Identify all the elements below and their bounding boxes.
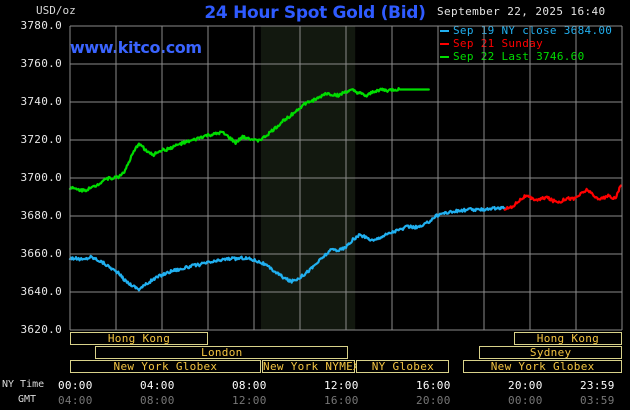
legend-swatch-blue bbox=[440, 29, 449, 32]
legend-item-sep22: Sep 22 Last 3746.60 bbox=[440, 50, 612, 63]
y-tick-3740-0: 3740.0 bbox=[20, 95, 62, 108]
y-axis-unit-label: USD/oz bbox=[36, 4, 76, 17]
x-tick-gmt-0000: 00:00 bbox=[508, 394, 543, 407]
x-tick-ny-1600: 16:00 bbox=[416, 379, 451, 392]
y-tick-3780-0: 3780.0 bbox=[20, 19, 62, 32]
price-line-sep-22-last bbox=[68, 87, 430, 193]
ny-time-axis-label: NY Time bbox=[2, 379, 45, 390]
session-bar-hong-kong: Hong Kong bbox=[70, 332, 208, 345]
session-bar-london: London bbox=[95, 346, 349, 359]
legend-item-sep21: Sep 21 Sunday bbox=[440, 37, 612, 50]
legend-item-sep19: Sep 19 NY close 3684.00 bbox=[440, 24, 612, 37]
legend-label-sep22: Sep 22 Last 3746.60 bbox=[453, 50, 585, 63]
y-tick-3700-0: 3700.0 bbox=[20, 171, 62, 184]
legend-swatch-red bbox=[440, 42, 449, 45]
x-tick-gmt-1600: 16:00 bbox=[324, 394, 359, 407]
x-tick-ny-1200: 12:00 bbox=[324, 379, 359, 392]
timestamp-label: September 22, 2025 16:40 bbox=[437, 5, 606, 18]
session-bar-new-york-nymex: New York NYMEX bbox=[262, 360, 360, 373]
y-tick-3660-0: 3660.0 bbox=[20, 247, 62, 260]
gmt-axis-label: GMT bbox=[18, 394, 37, 405]
page-title: 24 Hour Spot Gold (Bid) bbox=[204, 3, 426, 23]
session-bar-label: London bbox=[201, 346, 243, 359]
session-bar-new-york-globex: New York Globex bbox=[70, 360, 261, 373]
y-tick-3640-0: 3640.0 bbox=[20, 285, 62, 298]
session-bar-new-york-globex: New York Globex bbox=[463, 360, 622, 373]
session-bar-label: Hong Kong bbox=[536, 332, 600, 345]
legend-label-sep19: Sep 19 NY close 3684.00 bbox=[453, 24, 613, 37]
y-tick-3720-0: 3720.0 bbox=[20, 133, 62, 146]
session-bar-label: Sydney bbox=[529, 346, 572, 359]
session-bar-label: New York Globex bbox=[113, 360, 218, 373]
session-bar-label: NY Globex bbox=[371, 360, 435, 373]
kitco-watermark: www.kitco.com bbox=[70, 38, 202, 57]
x-tick-ny-0000: 00:00 bbox=[58, 379, 93, 392]
session-bar-ny-globex: NY Globex bbox=[356, 360, 450, 373]
legend-swatch-green bbox=[440, 55, 449, 58]
session-bar-sydney: Sydney bbox=[479, 346, 622, 359]
y-tick-3620-0: 3620.0 bbox=[20, 323, 62, 336]
session-bar-label: New York NYMEX bbox=[263, 360, 360, 373]
session-bar-label: Hong Kong bbox=[107, 332, 171, 345]
x-tick-ny-2359: 23:59 bbox=[580, 379, 615, 392]
x-tick-gmt-0800: 08:00 bbox=[140, 394, 175, 407]
y-tick-3760-0: 3760.0 bbox=[20, 57, 62, 70]
y-tick-3680-0: 3680.0 bbox=[20, 209, 62, 222]
legend-label-sep21: Sep 21 Sunday bbox=[453, 37, 543, 50]
x-tick-gmt-0400: 04:00 bbox=[58, 394, 93, 407]
x-tick-gmt-1200: 12:00 bbox=[232, 394, 267, 407]
x-tick-ny-0800: 08:00 bbox=[232, 379, 267, 392]
chart-legend: Sep 19 NY close 3684.00 Sep 21 Sunday Se… bbox=[440, 24, 612, 63]
x-tick-ny-2000: 20:00 bbox=[508, 379, 543, 392]
x-tick-gmt-0359: 03:59 bbox=[580, 394, 615, 407]
price-line-sep-19-ny-close bbox=[68, 205, 506, 292]
session-bar-hong-kong: Hong Kong bbox=[513, 332, 622, 345]
price-line-sep-21-sunday bbox=[503, 184, 622, 211]
x-tick-gmt-2000: 20:00 bbox=[416, 394, 451, 407]
session-bar-label: New York Globex bbox=[490, 360, 595, 373]
x-tick-ny-0400: 04:00 bbox=[140, 379, 175, 392]
